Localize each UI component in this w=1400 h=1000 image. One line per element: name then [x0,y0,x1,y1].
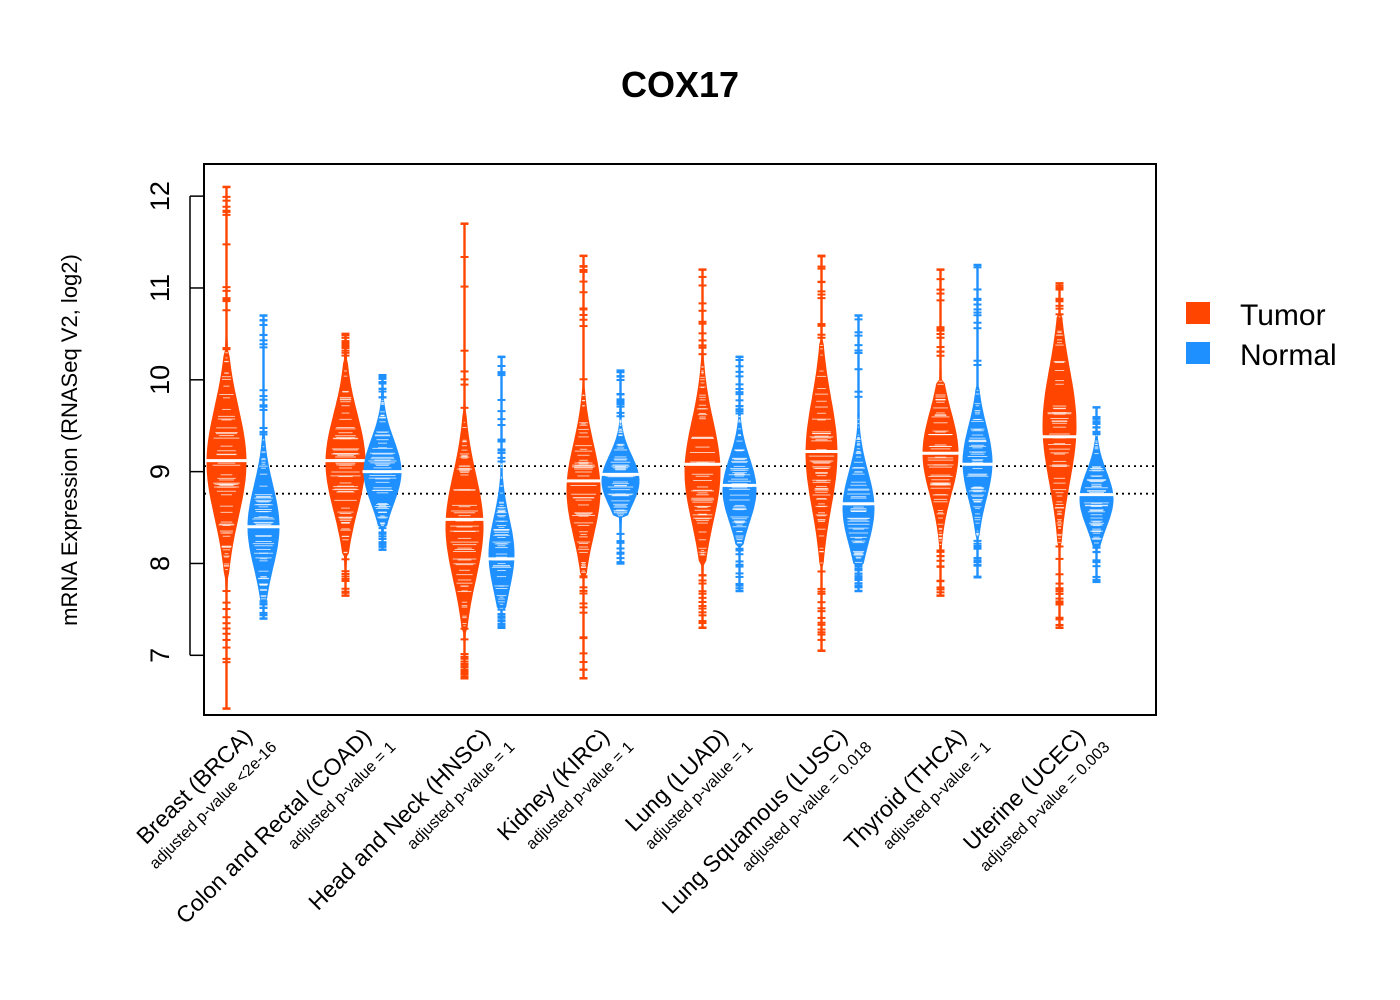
y-tick-label: 7 [145,648,175,663]
y-axis: 7 8 9 10 11 12 [145,181,204,663]
violin-tumor [804,254,839,652]
y-tick-label: 12 [145,181,175,211]
violin-normal [246,314,281,620]
violin-tumor [565,254,602,680]
legend-label-tumor: Tumor [1240,299,1326,332]
y-axis-title: mRNA Expression (RNASeq V2, log2) [57,254,82,626]
legend-swatch-tumor [1186,302,1210,324]
legend-swatch-normal [1186,342,1210,364]
legend-label-normal: Normal [1240,339,1337,372]
x-axis-labels: Breast (BRCA)adjusted p-value <2e-16Colo… [131,723,1113,928]
violin-normal [721,355,758,593]
y-tick-label: 9 [145,464,175,479]
violin-tumor [324,332,367,597]
violin-tumor [444,222,485,680]
plot-frame [203,163,1157,716]
y-tick-label: 8 [145,556,175,571]
violin-tumor [921,268,960,597]
y-tick-label: 10 [145,365,175,395]
y-tick-label: 11 [145,274,175,302]
legend: Tumor Normal [1186,299,1337,372]
plot-layer [204,185,1156,710]
violin-normal [961,263,994,579]
chart-title: COX17 [621,64,739,105]
violin-normal [601,369,640,565]
violin-normal [362,373,403,551]
violin-tumor [1041,282,1078,630]
violin-normal [841,314,876,593]
violin-normal [1078,406,1115,584]
violin-tumor [683,268,722,630]
violin-normal [487,355,516,630]
violin-tumor [205,185,248,710]
